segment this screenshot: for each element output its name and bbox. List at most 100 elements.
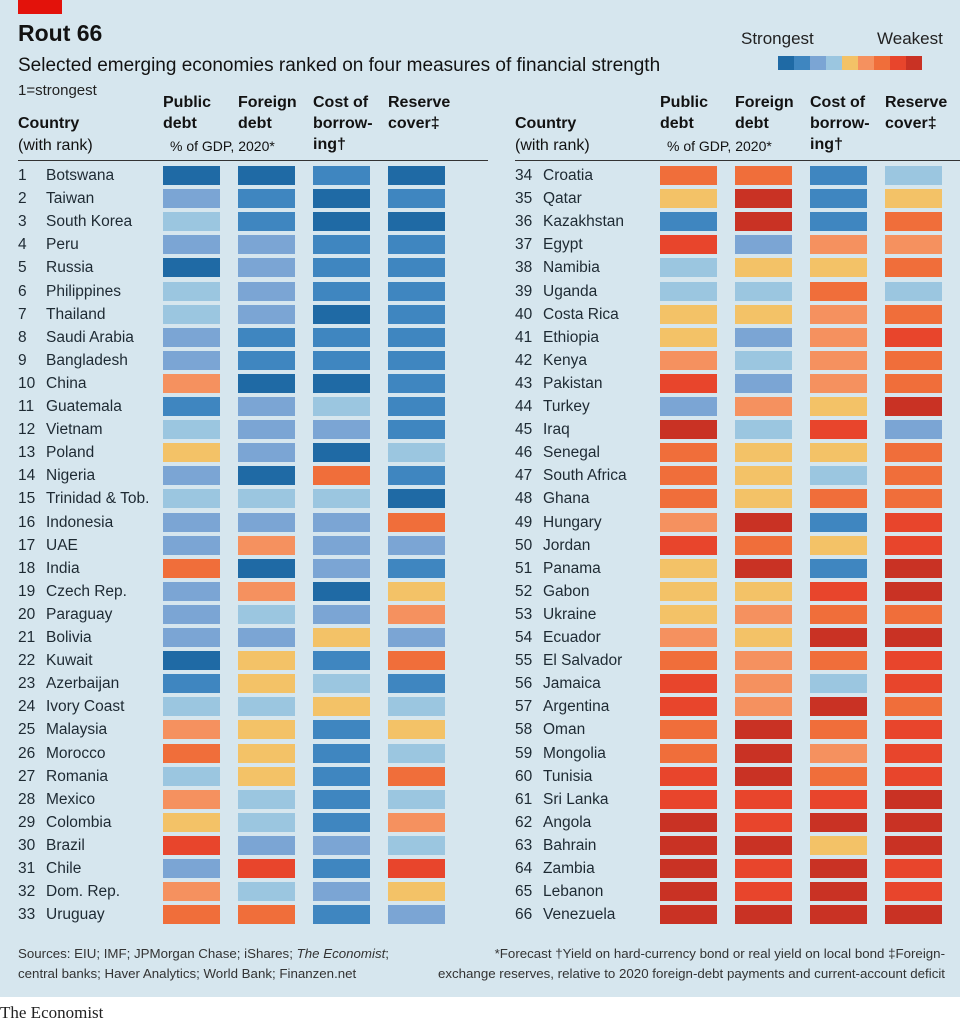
heat-cell (163, 628, 220, 647)
heat-cell (238, 882, 295, 902)
public-debt-header-line: debt (660, 115, 694, 132)
heat-cell (735, 766, 792, 786)
table-row: 27 Romania (18, 765, 488, 788)
rank-label: 39 (515, 282, 533, 300)
heat-cell (163, 212, 220, 232)
heat-cell (735, 258, 792, 278)
heat-cell (660, 789, 717, 809)
heat-cell (660, 443, 717, 463)
rank-label: 42 (515, 351, 533, 369)
heat-cell (163, 859, 220, 878)
heat-cell (735, 235, 792, 255)
table-row: 1 Botswana (18, 164, 488, 187)
rank-label: 43 (515, 374, 533, 392)
foreign-debt-header: Foreign debt (238, 92, 318, 134)
country-label: Zambia (543, 860, 595, 877)
heat-cell (735, 350, 792, 370)
publisher-logo: The Economist (0, 1003, 104, 1022)
heat-cell (313, 327, 370, 347)
heat-cell (238, 535, 295, 555)
heat-cell (313, 512, 370, 532)
rank-label: 63 (515, 836, 533, 854)
country-label: Dom. Rep. (46, 883, 121, 901)
table-row: 54 Ecuador (515, 626, 960, 649)
heat-cell (238, 235, 295, 255)
country-label: Qatar (543, 190, 582, 208)
heat-cell (885, 835, 942, 855)
heat-cell (885, 258, 942, 278)
country-label: Sri Lanka (543, 790, 609, 808)
heat-cell (660, 581, 717, 601)
rank-label: 8 (18, 328, 27, 346)
heat-cell (238, 766, 295, 786)
heat-cell (238, 859, 295, 878)
rank-label: 44 (515, 398, 533, 415)
rank-label: 30 (18, 836, 36, 854)
heat-cell (388, 466, 445, 486)
heat-cell (660, 882, 717, 902)
country-label: UAE (46, 536, 78, 554)
rank-label: 52 (515, 582, 533, 600)
heat-cell (810, 466, 867, 486)
heat-cell (313, 235, 370, 255)
heat-cell (735, 720, 792, 740)
heat-cell (885, 235, 942, 255)
rank-label: 24 (18, 698, 36, 716)
heat-cell (313, 166, 370, 185)
rank-label: 58 (515, 721, 533, 739)
rank-label: 56 (515, 675, 533, 693)
rank-label: 5 (18, 259, 27, 277)
scale-swatch (778, 56, 794, 70)
heat-cell (810, 604, 867, 624)
heat-cell (810, 628, 867, 647)
rank-label: 7 (18, 305, 27, 323)
table-row: 21 Bolivia (18, 626, 488, 649)
rank-label: 16 (18, 513, 36, 531)
heat-cell (163, 882, 220, 902)
rank-label: 25 (18, 721, 36, 739)
rank-label: 29 (18, 813, 36, 831)
heat-cell (163, 397, 220, 416)
heat-cell (810, 327, 867, 347)
heat-cell (388, 628, 445, 647)
heat-cell (810, 812, 867, 832)
heat-cell (388, 674, 445, 694)
heat-cell (735, 327, 792, 347)
scale-swatch (810, 56, 826, 70)
heat-cell (238, 628, 295, 647)
rank-label: 15 (18, 490, 36, 508)
heat-cell (388, 489, 445, 509)
heat-cell (163, 835, 220, 855)
heat-cell (313, 466, 370, 486)
heat-cell (238, 835, 295, 855)
table-row: 14 Nigeria (18, 464, 488, 487)
table-row: 30 Brazil (18, 834, 488, 857)
rank-label: 48 (515, 490, 533, 508)
heat-cell (163, 743, 220, 763)
country-label: Lebanon (543, 883, 604, 901)
heat-cell (735, 420, 792, 440)
heat-cell (238, 512, 295, 532)
rank-label: 28 (18, 790, 36, 808)
heat-cell (313, 350, 370, 370)
heat-cell (388, 443, 445, 463)
heat-cell (388, 882, 445, 902)
heat-cell (388, 258, 445, 278)
country-label: Jamaica (543, 675, 601, 693)
heat-cell (313, 812, 370, 832)
heat-cell (735, 604, 792, 624)
rank-label: 4 (18, 236, 27, 254)
rank-label: 65 (515, 883, 533, 901)
heat-cell (388, 743, 445, 763)
table-row: 5 Russia (18, 256, 488, 279)
heat-cell (313, 212, 370, 232)
rank-label: 6 (18, 282, 27, 300)
heat-cell (885, 212, 942, 232)
country-label: Uganda (543, 282, 598, 300)
heat-cell (313, 535, 370, 555)
country-label: Philippines (46, 282, 121, 300)
rank-label: 54 (515, 629, 533, 646)
rank-label: 66 (515, 906, 533, 924)
rank-label: 26 (18, 744, 36, 762)
country-label: Bangladesh (46, 351, 128, 369)
